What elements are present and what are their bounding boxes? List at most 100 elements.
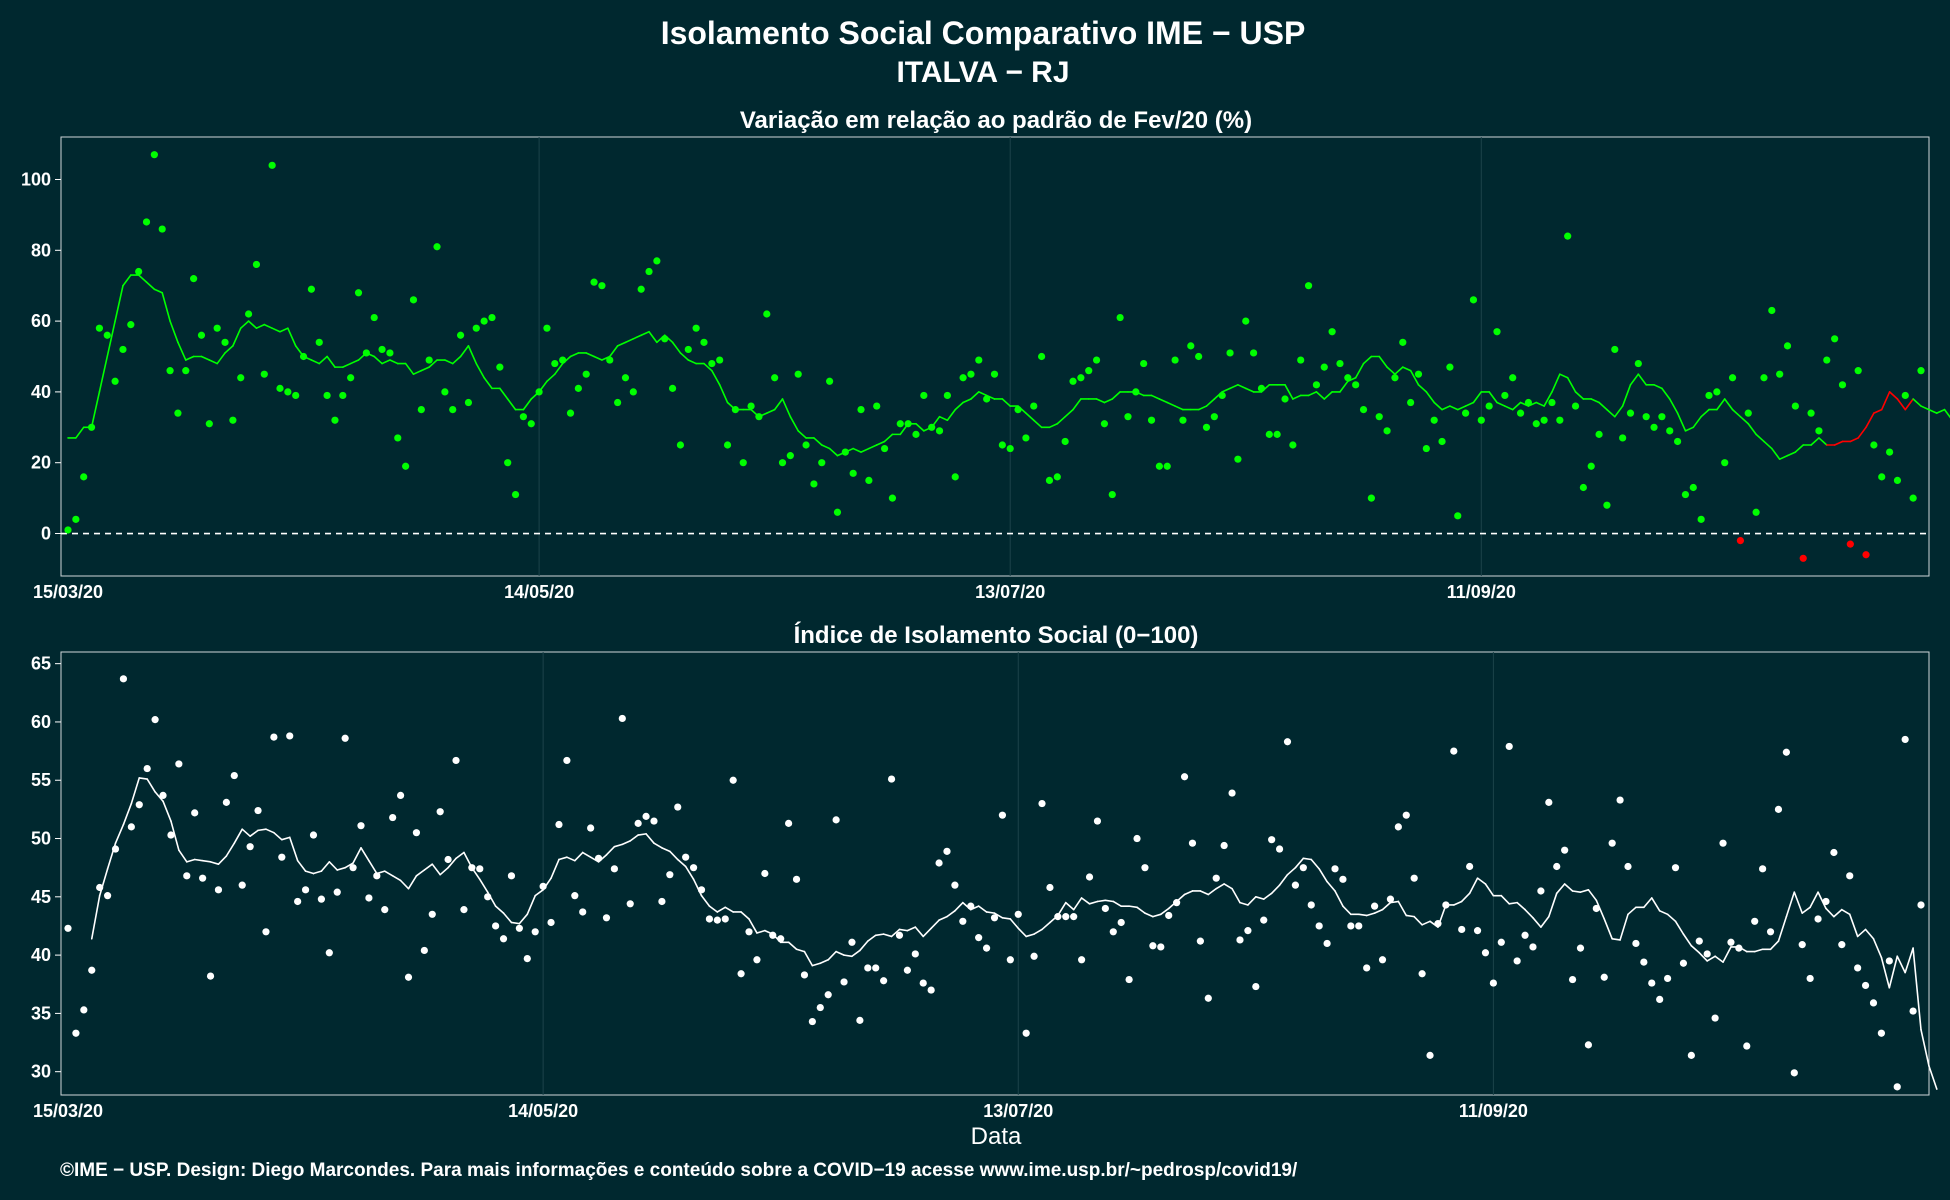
panel1-trend-segment	[1896, 398, 1907, 411]
panel1-trend-segment	[1307, 391, 1318, 397]
panel1-trend-segment	[1449, 405, 1459, 411]
panel1-trend-segment	[1684, 426, 1695, 432]
panel1-trend-segment	[1158, 398, 1169, 404]
panel1-trend-segment	[1849, 437, 1859, 443]
panel2-point	[1846, 872, 1854, 880]
panel2-trend-segment	[288, 836, 299, 862]
panel2-trend-segment	[954, 901, 964, 912]
panel2-trend-segment	[985, 911, 996, 914]
panel2-trend-segment	[415, 869, 426, 877]
panel2-y-tick-label: 45	[31, 887, 51, 907]
panel2-point	[1466, 862, 1474, 871]
panel2-trend-segment	[787, 941, 798, 951]
panel1-point	[590, 278, 598, 286]
panel1-point	[425, 356, 433, 364]
panel2-point	[254, 806, 262, 815]
panel1-point	[95, 324, 104, 332]
panel1-point	[1783, 342, 1792, 350]
panel2-point	[1481, 949, 1490, 957]
panel2-point	[800, 971, 809, 979]
panel1-point	[284, 388, 292, 396]
panel2-trend-segment	[874, 933, 885, 937]
panel2-point	[1157, 943, 1165, 951]
panel2-trend-segment	[1342, 905, 1352, 916]
panel2-trend-segment	[225, 842, 236, 857]
panel1-point	[1242, 317, 1250, 325]
panel2-trend-segment	[1912, 947, 1922, 1031]
panel2-point	[531, 928, 539, 936]
panel2-point	[816, 1003, 824, 1012]
panel1-point	[213, 324, 221, 332]
panel1-point	[1069, 377, 1077, 385]
panel1-point	[1155, 462, 1163, 470]
panel1-trend-segment	[1354, 362, 1365, 379]
panel2-trend-segment	[526, 894, 537, 916]
panel2-trend-segment	[1041, 921, 1051, 931]
panel2-point	[840, 978, 848, 986]
panel2-point	[1458, 925, 1466, 934]
panel1-trend-segment	[1103, 398, 1114, 404]
panel2-point	[1141, 864, 1149, 872]
panel2-point	[571, 892, 579, 900]
panel1-trend-segment	[373, 355, 383, 365]
panel2-point	[1180, 773, 1189, 781]
panel2-point	[1830, 848, 1838, 857]
panel1-point	[511, 490, 520, 499]
panel2-point	[1204, 994, 1212, 1002]
panel2-trend-segment	[360, 847, 370, 862]
panel1-trend-segment	[1613, 405, 1624, 418]
panel2-point	[998, 811, 1007, 819]
panel1-point	[1210, 413, 1218, 421]
panel1-trend-segment	[1700, 408, 1710, 418]
panel1-point	[606, 356, 614, 364]
panel2-trend-segment	[1524, 908, 1534, 919]
panel1-point	[1689, 483, 1697, 492]
panel2-trend-segment	[1017, 927, 1027, 938]
panel2-point	[1260, 916, 1268, 924]
panel1-point	[370, 313, 378, 322]
panel2-point	[792, 875, 801, 883]
panel2-point	[1838, 941, 1846, 949]
panel1-trend-segment	[310, 359, 321, 365]
footer-credit: ©IME − USP. Design: Diego Marcondes. Par…	[60, 1160, 1298, 1181]
panel2-trend-segment	[1009, 918, 1020, 930]
panel2-point	[1632, 939, 1640, 948]
panel1-point	[1438, 437, 1446, 446]
panel1-trend-segment	[1150, 394, 1161, 400]
panel2-trend-segment	[708, 905, 719, 913]
panel1-point	[1171, 356, 1179, 364]
panel1-point	[1619, 434, 1627, 442]
panel1-x-ticks: 15/03/20 14/05/20 13/07/20 11/09/20	[33, 582, 1516, 602]
panel2-point	[103, 892, 112, 900]
panel2-point	[1743, 1042, 1751, 1050]
panel2-x-ticks: 15/03/20 14/05/20 13/07/20 11/09/20	[33, 1101, 1528, 1121]
panel1-trend-segment	[161, 291, 171, 322]
panel2-trend-segment	[1643, 897, 1653, 909]
panel1-point	[967, 370, 975, 378]
panel1-point	[1752, 508, 1760, 516]
panel2-point	[460, 906, 468, 914]
panel1-trend-segment	[1394, 366, 1404, 376]
panel1-point	[1250, 349, 1258, 357]
panel2-point	[856, 1016, 864, 1024]
panel2-point	[1648, 979, 1656, 987]
panel1-point	[1626, 409, 1635, 417]
panel2-trend-segment	[1357, 913, 1368, 917]
panel1-point	[1092, 356, 1101, 364]
panel2-point	[191, 809, 199, 817]
panel1-trend-segment	[342, 362, 352, 368]
panel2-trend-segment	[1033, 928, 1043, 935]
panel2-point	[88, 966, 96, 974]
panel1-point	[111, 377, 119, 385]
panel1-point	[362, 349, 370, 357]
panel2-point	[1814, 915, 1822, 923]
panel2-point	[1386, 895, 1395, 903]
panel1-trend-segment	[1723, 398, 1734, 411]
panel1-y-tick-label: 20	[31, 453, 51, 473]
panel1-trend-segment	[271, 327, 281, 333]
panel1-trend-segment	[632, 334, 642, 340]
panel1-point	[1909, 494, 1917, 502]
panel2-point	[1640, 958, 1648, 966]
panel2-point	[381, 906, 389, 914]
panel2-trend-segment	[201, 859, 212, 863]
